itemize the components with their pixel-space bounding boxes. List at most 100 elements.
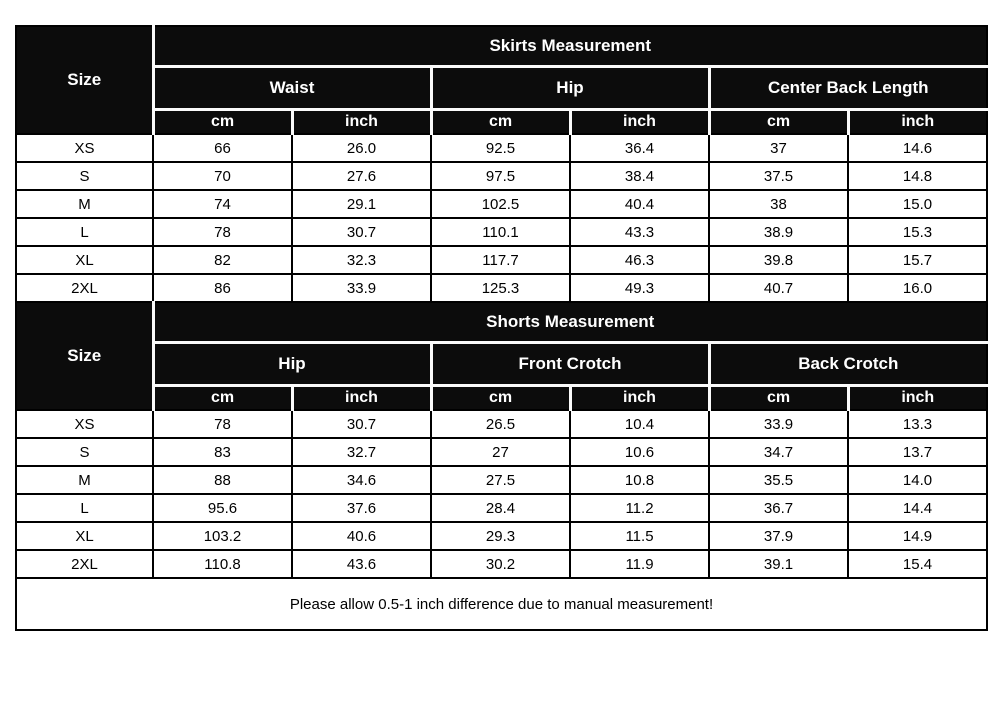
size-cell: S — [15, 437, 154, 467]
value-cell: 103.2 — [152, 521, 293, 551]
value-cell: 36.7 — [708, 493, 849, 523]
value-cell: 74 — [152, 189, 293, 219]
value-cell: 70 — [152, 161, 293, 191]
value-cell: 15.7 — [846, 245, 989, 275]
value-cell: 28.4 — [430, 493, 571, 523]
value-cell: 16.0 — [846, 273, 989, 303]
unit-header: inch — [290, 384, 433, 411]
value-cell: 27 — [430, 437, 571, 467]
value-cell: 10.4 — [569, 409, 710, 439]
value-cell: 39.1 — [708, 549, 849, 579]
value-cell: 37.6 — [291, 493, 432, 523]
size-cell: XS — [15, 409, 154, 439]
value-cell: 11.5 — [569, 521, 710, 551]
value-cell: 14.9 — [846, 521, 989, 551]
size-cell: XL — [15, 245, 154, 275]
shorts-unit-row: cm inch cm inch cm inch — [16, 384, 989, 411]
table-row: 2XL 110.8 43.6 30.2 11.9 39.1 15.4 — [15, 549, 989, 579]
size-cell: S — [15, 161, 154, 191]
size-cell: L — [15, 493, 154, 523]
shorts-size-header: Size — [15, 301, 155, 411]
size-cell: 2XL — [15, 273, 154, 303]
value-cell: 26.5 — [430, 409, 571, 439]
skirts-group-center-back-length: Center Back Length — [707, 65, 989, 111]
table-row: XS 66 26.0 92.5 36.4 37 14.6 — [15, 133, 989, 163]
value-cell: 35.5 — [708, 465, 849, 495]
value-cell: 40.7 — [708, 273, 849, 303]
skirts-group-hip: Hip — [429, 65, 711, 111]
value-cell: 38 — [708, 189, 849, 219]
unit-header: inch — [568, 384, 711, 411]
value-cell: 49.3 — [569, 273, 710, 303]
skirts-section-title: Skirts Measurement — [151, 25, 989, 68]
value-cell: 38.9 — [708, 217, 849, 247]
table-row: S 83 32.7 27 10.6 34.7 13.7 — [15, 437, 989, 467]
value-cell: 37.5 — [708, 161, 849, 191]
table-row: M 88 34.6 27.5 10.8 35.5 14.0 — [15, 465, 989, 495]
unit-header: inch — [846, 384, 989, 411]
value-cell: 32.7 — [291, 437, 432, 467]
value-cell: 34.6 — [291, 465, 432, 495]
unit-header: inch — [846, 108, 989, 135]
value-cell: 37.9 — [708, 521, 849, 551]
skirts-unit-row: cm inch cm inch cm inch — [16, 108, 989, 135]
skirts-group-waist: Waist — [151, 65, 433, 111]
value-cell: 14.0 — [846, 465, 989, 495]
value-cell: 78 — [152, 217, 293, 247]
value-cell: 15.0 — [846, 189, 989, 219]
value-cell: 39.8 — [708, 245, 849, 275]
value-cell: 82 — [152, 245, 293, 275]
unit-header: cm — [707, 108, 850, 135]
value-cell: 26.0 — [291, 133, 432, 163]
unit-header: inch — [568, 108, 711, 135]
value-cell: 46.3 — [569, 245, 710, 275]
value-cell: 110.1 — [430, 217, 571, 247]
value-cell: 92.5 — [430, 133, 571, 163]
unit-header: cm — [429, 384, 572, 411]
value-cell: 14.6 — [846, 133, 989, 163]
table-row: 2XL 86 33.9 125.3 49.3 40.7 16.0 — [15, 273, 989, 303]
value-cell: 27.6 — [291, 161, 432, 191]
size-cell: L — [15, 217, 154, 247]
value-cell: 33.9 — [708, 409, 849, 439]
value-cell: 43.6 — [291, 549, 432, 579]
table-row: XL 103.2 40.6 29.3 11.5 37.9 14.9 — [15, 521, 989, 551]
value-cell: 14.8 — [846, 161, 989, 191]
shorts-group-hip: Hip — [151, 341, 433, 387]
note-row: Please allow 0.5-1 inch difference due t… — [14, 577, 989, 631]
value-cell: 13.7 — [846, 437, 989, 467]
value-cell: 10.8 — [569, 465, 710, 495]
measurement-note: Please allow 0.5-1 inch difference due t… — [14, 577, 989, 631]
value-cell: 15.3 — [846, 217, 989, 247]
table-row: XS 78 30.7 26.5 10.4 33.9 13.3 — [15, 409, 989, 439]
table-row: S 70 27.6 97.5 38.4 37.5 14.8 — [15, 161, 989, 191]
value-cell: 117.7 — [430, 245, 571, 275]
value-cell: 40.6 — [291, 521, 432, 551]
value-cell: 43.3 — [569, 217, 710, 247]
table-row: L 95.6 37.6 28.4 11.2 36.7 14.4 — [15, 493, 989, 523]
value-cell: 30.7 — [291, 217, 432, 247]
size-cell: M — [15, 465, 154, 495]
value-cell: 32.3 — [291, 245, 432, 275]
unit-header: cm — [151, 384, 294, 411]
shorts-section-title: Shorts Measurement — [151, 301, 989, 344]
value-cell: 10.6 — [569, 437, 710, 467]
skirts-group-row: Waist Hip Center Back Length — [16, 65, 989, 111]
shorts-group-front-crotch: Front Crotch — [429, 341, 711, 387]
value-cell: 29.3 — [430, 521, 571, 551]
size-cell: 2XL — [15, 549, 154, 579]
table-row: XL 82 32.3 117.7 46.3 39.8 15.7 — [15, 245, 989, 275]
shorts-group-back-crotch: Back Crotch — [707, 341, 989, 387]
value-cell: 30.2 — [430, 549, 571, 579]
value-cell: 11.9 — [569, 549, 710, 579]
table-row: M 74 29.1 102.5 40.4 38 15.0 — [15, 189, 989, 219]
value-cell: 88 — [152, 465, 293, 495]
value-cell: 102.5 — [430, 189, 571, 219]
value-cell: 95.6 — [152, 493, 293, 523]
value-cell: 40.4 — [569, 189, 710, 219]
value-cell: 36.4 — [569, 133, 710, 163]
value-cell: 27.5 — [430, 465, 571, 495]
value-cell: 38.4 — [569, 161, 710, 191]
unit-header: inch — [290, 108, 433, 135]
value-cell: 125.3 — [430, 273, 571, 303]
